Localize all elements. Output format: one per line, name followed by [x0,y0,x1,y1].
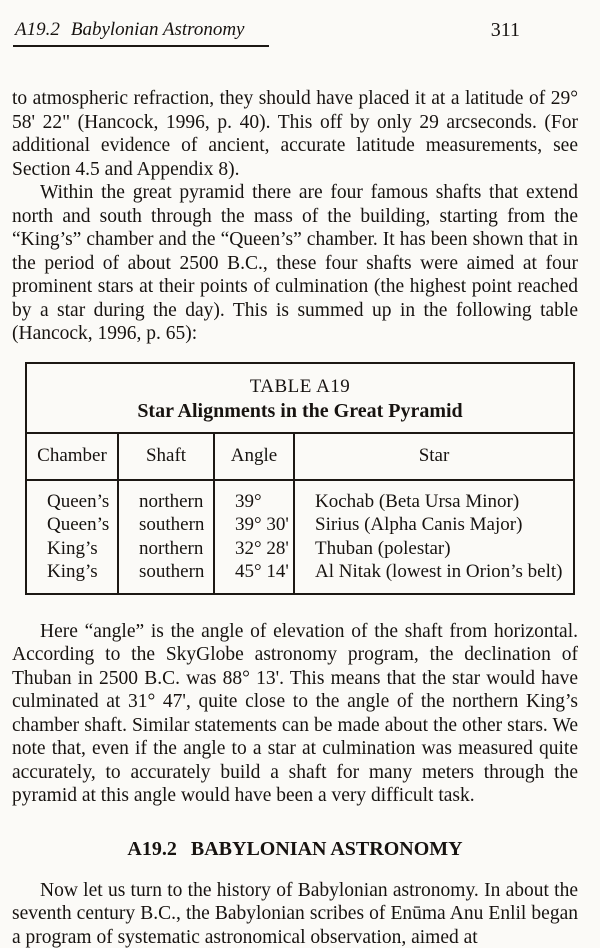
table-cell: Queen’s [27,480,119,513]
table-cell: 39° [215,480,295,513]
column-header-shaft: Shaft [119,433,215,479]
column-header-angle: Angle [215,433,295,479]
table-cell: Kochab (Beta Ursa Minor) [315,490,520,512]
page-number: 311 [490,19,520,41]
table-cell: southern [119,560,215,593]
section-heading-number: A19.2 [127,837,177,860]
page-body: to atmospheric refraction, they should h… [12,87,578,948]
running-header-section-title: Babylonian Astronomy [70,19,245,40]
table-cell: northern [119,480,215,513]
paragraph-continuation: to atmospheric refraction, they should h… [12,88,578,180]
table-cell: King’s [27,536,119,560]
table-cell: 32° 28' [215,536,295,560]
star-alignments-table: TABLE A19 Star Alignments in the Great P… [25,361,575,595]
paragraph-babylonian-intro: Now let us turn to the history of Babylo… [12,879,578,948]
table-body: Queen’s northern 39° Kochab (Beta Ursa M… [27,480,573,593]
column-header-star: Star [418,444,450,466]
table-cell: 39° 30' [215,513,295,537]
section-heading: A19.2 BABYLONIAN ASTRONOMY [12,838,578,861]
table-cell: northern [119,536,215,560]
table-title-block: TABLE A19 Star Alignments in the Great P… [27,364,573,434]
table-cell: King’s [27,560,119,593]
table-cell: Al Nitak (lowest in Orion’s belt) [315,561,563,582]
table-cell: Queen’s [27,513,119,537]
running-header-section-number: A19.2 [15,19,60,40]
paragraph-angle-discussion: Here “angle” is the angle of elevation o… [12,620,578,807]
table-caption: Star Alignments in the Great Pyramid [137,399,463,422]
table-number: TABLE A19 [249,375,351,397]
paragraph-shafts: Within the great pyramid there are four … [12,182,578,344]
table-cell: 45° 14' [215,560,295,593]
table-cell: Thuban (polestar) [315,537,451,559]
running-header-title: A19.2 Babylonian Astronomy [13,19,269,47]
table-header-row: Chamber Shaft Angle Star [27,433,573,481]
table-cell: southern [119,513,215,537]
table-cell: Sirius (Alpha Canis Major) [315,514,523,535]
running-header: A19.2 Babylonian Astronomy 311 [13,19,600,47]
section-heading-title: BABYLONIAN ASTRONOMY [190,837,463,860]
column-header-chamber: Chamber [27,433,119,479]
